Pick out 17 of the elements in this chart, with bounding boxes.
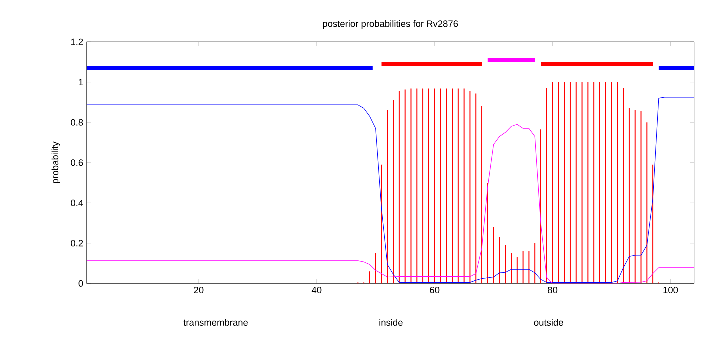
legend-label: transmembrane: [184, 319, 248, 326]
x-tick-label: 60: [430, 286, 440, 294]
legend-label: inside: [380, 319, 403, 326]
y-tick-label: 0.4: [71, 200, 84, 206]
chart-title: posterior probabilities for Rv2876: [323, 20, 458, 29]
y-tick-label: 0.8: [71, 119, 84, 126]
x-tick-label: 20: [194, 286, 204, 294]
x-tick-label: 100: [664, 286, 678, 294]
y-tick-label: 1: [79, 78, 84, 86]
y-tick-label: 0.2: [71, 240, 84, 247]
y-tick-label: 0: [78, 280, 84, 287]
x-tick-label: 40: [312, 286, 322, 294]
y-tick-label: 1.2: [71, 38, 84, 46]
x-tick-label: 80: [548, 286, 558, 294]
y-axis-title: probability: [52, 142, 60, 184]
y-tick-label: 0.6: [71, 159, 84, 166]
legend-label: outside: [534, 319, 564, 326]
